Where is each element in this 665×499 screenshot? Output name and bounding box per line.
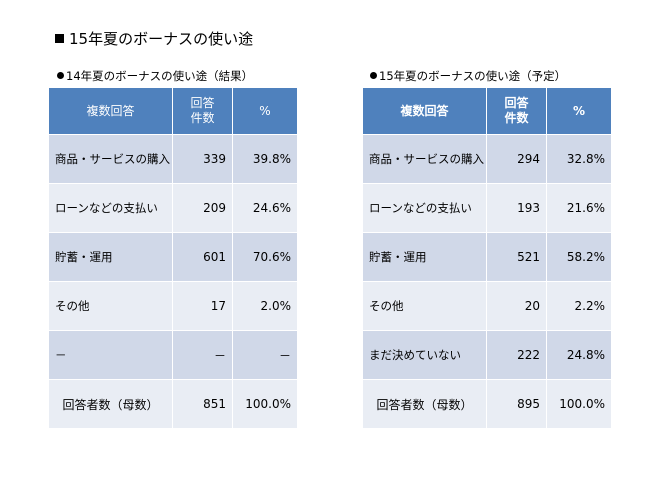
row-count: 222 — [487, 330, 547, 379]
row-count: 601 — [173, 232, 233, 281]
row-label: その他 — [363, 281, 487, 330]
header-multiple-answer: 複数回答 — [363, 88, 487, 134]
row-percent: － — [233, 330, 297, 379]
header-multiple-answer: 複数回答 — [49, 88, 173, 134]
table-header-row: 複数回答 回答 件数 % — [363, 88, 611, 134]
row-count: 339 — [173, 134, 233, 183]
header-answer-count: 回答 件数 — [173, 88, 233, 134]
table-row: － － － — [49, 330, 297, 379]
page-title-text: 15年夏のボーナスの使い途 — [69, 30, 254, 48]
total-percent: 100.0% — [233, 379, 297, 428]
row-label: その他 — [49, 281, 173, 330]
table-row: その他 20 2.2% — [363, 281, 611, 330]
left-table-subtitle: 14年夏のボーナスの使い途（結果） — [57, 68, 253, 84]
row-percent: 39.8% — [233, 134, 297, 183]
row-label: 商品・サービスの購入 — [363, 134, 487, 183]
bullet-dot-icon — [370, 72, 377, 79]
row-label: － — [49, 330, 173, 379]
header-percent: % — [233, 88, 297, 134]
right-subtitle-text: 15年夏のボーナスの使い途（予定） — [379, 69, 567, 83]
row-label: 貯蓄・運用 — [363, 232, 487, 281]
page-title: 15年夏のボーナスの使い途 — [55, 28, 253, 49]
table-row-total: 回答者数（母数） 895 100.0% — [363, 379, 611, 428]
table-row: ローンなどの支払い 209 24.6% — [49, 183, 297, 232]
table-row: 商品・サービスの購入 294 32.8% — [363, 134, 611, 183]
row-percent: 58.2% — [547, 232, 611, 281]
total-count: 851 — [173, 379, 233, 428]
row-label: 貯蓄・運用 — [49, 232, 173, 281]
table-row: ローンなどの支払い 193 21.6% — [363, 183, 611, 232]
header-percent: % — [547, 88, 611, 134]
row-percent: 24.6% — [233, 183, 297, 232]
total-percent: 100.0% — [547, 379, 611, 428]
row-percent: 70.6% — [233, 232, 297, 281]
row-count: 17 — [173, 281, 233, 330]
total-label: 回答者数（母数） — [49, 379, 173, 428]
row-label: ローンなどの支払い — [363, 183, 487, 232]
row-label: まだ決めていない — [363, 330, 487, 379]
table-row: 商品・サービスの購入 339 39.8% — [49, 134, 297, 183]
header-answer-count: 回答 件数 — [487, 88, 547, 134]
table-row-total: 回答者数（母数） 851 100.0% — [49, 379, 297, 428]
row-percent: 32.8% — [547, 134, 611, 183]
table-header-row: 複数回答 回答 件数 % — [49, 88, 297, 134]
row-label: ローンなどの支払い — [49, 183, 173, 232]
row-count: 193 — [487, 183, 547, 232]
row-percent: 2.0% — [233, 281, 297, 330]
total-count: 895 — [487, 379, 547, 428]
left-subtitle-text: 14年夏のボーナスの使い途（結果） — [66, 69, 254, 83]
row-percent: 24.8% — [547, 330, 611, 379]
row-count: 294 — [487, 134, 547, 183]
row-count: 209 — [173, 183, 233, 232]
row-percent: 21.6% — [547, 183, 611, 232]
left-results-table: 複数回答 回答 件数 % 商品・サービスの購入 339 39.8% ローンなどの… — [49, 88, 297, 428]
table-row: まだ決めていない 222 24.8% — [363, 330, 611, 379]
right-table-subtitle: 15年夏のボーナスの使い途（予定） — [370, 68, 566, 84]
table-row: 貯蓄・運用 521 58.2% — [363, 232, 611, 281]
table-row: 貯蓄・運用 601 70.6% — [49, 232, 297, 281]
row-count: 20 — [487, 281, 547, 330]
square-bullet-icon — [55, 34, 64, 43]
table-row: その他 17 2.0% — [49, 281, 297, 330]
row-percent: 2.2% — [547, 281, 611, 330]
total-label: 回答者数（母数） — [363, 379, 487, 428]
row-count: 521 — [487, 232, 547, 281]
row-count: － — [173, 330, 233, 379]
bullet-dot-icon — [57, 72, 64, 79]
row-label: 商品・サービスの購入 — [49, 134, 173, 183]
right-plan-table: 複数回答 回答 件数 % 商品・サービスの購入 294 32.8% ローンなどの… — [363, 88, 611, 428]
